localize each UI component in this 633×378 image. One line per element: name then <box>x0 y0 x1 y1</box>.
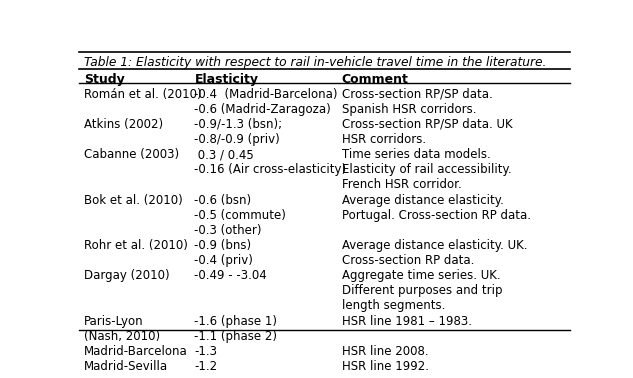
Text: HSR corridors.: HSR corridors. <box>342 133 426 146</box>
Text: Aggregate time series. UK.: Aggregate time series. UK. <box>342 269 500 282</box>
Text: Elasticity of rail accessibility.: Elasticity of rail accessibility. <box>342 163 511 176</box>
Text: -0.6 (bsn): -0.6 (bsn) <box>194 194 251 206</box>
Text: Average distance elasticity.: Average distance elasticity. <box>342 194 503 206</box>
Text: -0.4  (Madrid-Barcelona): -0.4 (Madrid-Barcelona) <box>194 88 338 101</box>
Text: Elasticity: Elasticity <box>194 73 258 86</box>
Text: -1.2: -1.2 <box>194 360 218 373</box>
Text: Madrid-Barcelona: Madrid-Barcelona <box>84 345 188 358</box>
Text: 0.3 / 0.45: 0.3 / 0.45 <box>194 148 254 161</box>
Text: -1.3: -1.3 <box>194 345 217 358</box>
Text: HSR line 1981 – 1983.: HSR line 1981 – 1983. <box>342 314 472 328</box>
Text: -0.4 (priv): -0.4 (priv) <box>194 254 253 267</box>
Text: Rohr et al. (2010): Rohr et al. (2010) <box>84 239 188 252</box>
Text: Dargay (2010): Dargay (2010) <box>84 269 170 282</box>
Text: French HSR corridor.: French HSR corridor. <box>342 178 461 191</box>
Text: Spanish HSR corridors.: Spanish HSR corridors. <box>342 103 476 116</box>
Text: Cabanne (2003): Cabanne (2003) <box>84 148 179 161</box>
Text: length segments.: length segments. <box>342 299 445 313</box>
Text: -1.6 (phase 1): -1.6 (phase 1) <box>194 314 277 328</box>
Text: Table 1: Elasticity with respect to rail in-vehicle travel time in the literatur: Table 1: Elasticity with respect to rail… <box>84 56 546 68</box>
Text: -0.3 (other): -0.3 (other) <box>194 224 262 237</box>
Text: Román et al. (2010): Román et al. (2010) <box>84 88 202 101</box>
Text: Madrid-Sevilla: Madrid-Sevilla <box>84 360 168 373</box>
Text: HSR line 2008.: HSR line 2008. <box>342 345 428 358</box>
Text: -0.8/-0.9 (priv): -0.8/-0.9 (priv) <box>194 133 280 146</box>
Text: Bok et al. (2010): Bok et al. (2010) <box>84 194 183 206</box>
Text: (Nash, 2010): (Nash, 2010) <box>84 330 160 343</box>
Text: Average distance elasticity. UK.: Average distance elasticity. UK. <box>342 239 527 252</box>
Text: Different purposes and trip: Different purposes and trip <box>342 284 502 297</box>
Text: -0.9/-1.3 (bsn);: -0.9/-1.3 (bsn); <box>194 118 282 131</box>
Text: -0.6 (Madrid-Zaragoza): -0.6 (Madrid-Zaragoza) <box>194 103 331 116</box>
Text: Comment: Comment <box>342 73 408 86</box>
Text: -0.5 (commute): -0.5 (commute) <box>194 209 286 222</box>
Text: Atkins (2002): Atkins (2002) <box>84 118 163 131</box>
Text: -0.49 - -3.04: -0.49 - -3.04 <box>194 269 267 282</box>
Text: Paris-Lyon: Paris-Lyon <box>84 314 144 328</box>
Text: -1.1 (phase 2): -1.1 (phase 2) <box>194 330 277 343</box>
Text: Cross-section RP data.: Cross-section RP data. <box>342 254 474 267</box>
Text: -0.9 (bns): -0.9 (bns) <box>194 239 251 252</box>
Text: Cross-section RP/SP data. UK: Cross-section RP/SP data. UK <box>342 118 512 131</box>
Text: Portugal. Cross-section RP data.: Portugal. Cross-section RP data. <box>342 209 530 222</box>
Text: Cross-section RP/SP data.: Cross-section RP/SP data. <box>342 88 492 101</box>
Text: -0.16 (Air cross-elasticity): -0.16 (Air cross-elasticity) <box>194 163 346 176</box>
Text: HSR line 1992.: HSR line 1992. <box>342 360 429 373</box>
Text: Study: Study <box>84 73 125 86</box>
Text: Time series data models.: Time series data models. <box>342 148 491 161</box>
